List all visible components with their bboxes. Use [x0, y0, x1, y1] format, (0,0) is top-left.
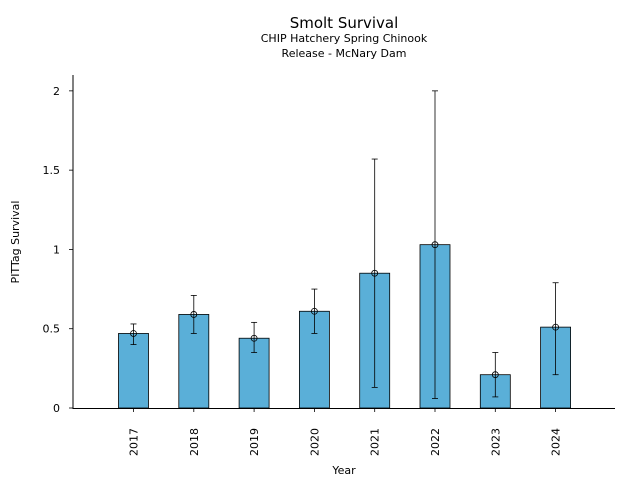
point-2024: [552, 323, 559, 331]
x-tick-label-2017: 2017: [128, 428, 141, 456]
error-bar-2017: [130, 323, 137, 345]
point-2020: [310, 307, 318, 315]
error-bar-2019: [251, 321, 258, 353]
point-2019: [250, 334, 258, 342]
y-tick-label-1: 0.5: [43, 323, 61, 336]
y-tick-label-2: 1: [53, 243, 60, 256]
x-axis-label: Year: [331, 464, 356, 477]
point-2022: [431, 241, 439, 249]
x-tick-label-2018: 2018: [188, 428, 201, 456]
point-2021: [371, 269, 379, 277]
y-axis-label: PITTag Survival: [9, 201, 22, 284]
x-tick-label-2023: 2023: [489, 428, 502, 456]
error-bar-2023: [492, 352, 499, 398]
error-bar-2021: [371, 158, 378, 388]
point-2023: [491, 371, 499, 379]
chart-subtitle-line-1: CHIP Hatchery Spring Chinook: [261, 32, 428, 45]
bar-2020: [298, 310, 330, 409]
x-tick-label-2024: 2024: [550, 428, 563, 456]
y-ticks-group: 0 0.5 1 1.5 2: [43, 85, 73, 415]
error-bars-group: [130, 90, 559, 399]
x-tick-label-2019: 2019: [248, 428, 261, 456]
chart-title: Smolt Survival: [290, 14, 399, 32]
point-2018: [190, 311, 198, 318]
x-ticks-group: 2017 2018 2019 2020 2021 2022 2023 2024: [128, 408, 563, 456]
x-tick-label-2021: 2021: [369, 428, 382, 456]
y-tick-label-0: 0: [53, 402, 60, 415]
error-bar-2024: [552, 282, 559, 376]
point-2017: [130, 330, 137, 337]
x-tick-label-2022: 2022: [429, 428, 442, 456]
error-bar-2022: [432, 90, 438, 399]
bars-group: [118, 244, 571, 409]
x-tick-label-2020: 2020: [308, 428, 321, 456]
y-tick-label-3: 1.5: [43, 164, 61, 177]
error-bar-2018: [190, 295, 197, 334]
chart-subtitle-line-2: Release - McNary Dam: [282, 47, 407, 60]
y-tick-label-4: 2: [53, 85, 60, 98]
error-bar-2020: [311, 288, 318, 334]
bar-2017: [118, 333, 149, 409]
